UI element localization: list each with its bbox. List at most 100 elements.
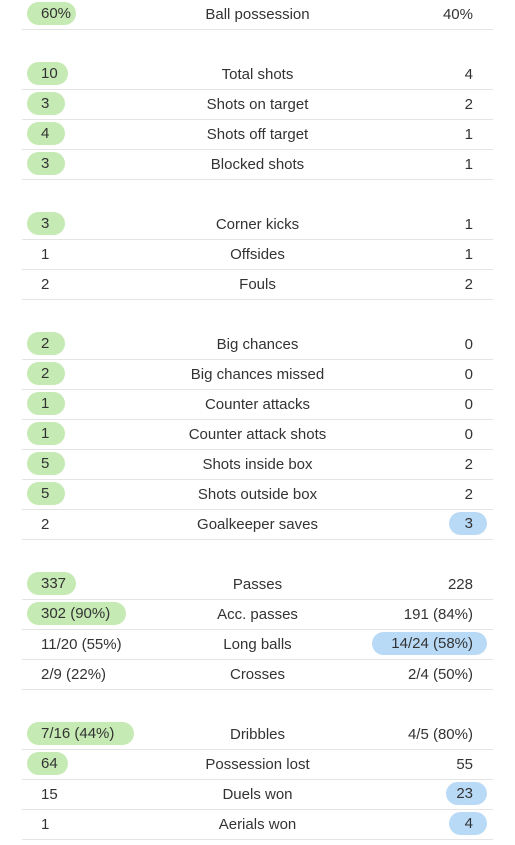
stat-row: Aerials won 1 4 (22, 810, 493, 840)
home-value: 1 (41, 240, 49, 269)
stat-group: Passes 337 228 Acc. passes 302 (90%) 191 (84%… (0, 570, 515, 690)
away-value-text: 23 (456, 785, 473, 802)
group-spacer (0, 690, 515, 720)
stat-row: Blocked shots 3 1 (22, 150, 493, 180)
home-value: 11/20 (55%) (41, 630, 122, 659)
away-value-text: 55 (456, 756, 473, 773)
away-value-text: 2 (464, 456, 473, 473)
home-highlight-pill (27, 722, 134, 745)
away-value: 1 (465, 210, 473, 239)
away-value: 14/24 (58%) (372, 630, 487, 659)
away-value-text: 1 (464, 216, 473, 233)
away-highlight-pill (446, 782, 487, 805)
away-value-text: 1 (464, 246, 473, 263)
home-value-text: 5 (41, 455, 50, 472)
stat-label: Counter attacks (204, 396, 311, 413)
home-value-text: 2 (41, 516, 50, 533)
home-value-text: 2 (41, 276, 50, 293)
stat-label: Crosses (229, 666, 285, 683)
home-value-text: 337 (41, 575, 67, 592)
stat-row: Shots on target 3 2 (22, 90, 493, 120)
home-value-text: 2/9 (22%) (41, 666, 107, 683)
stat-row: Duels won 15 23 (22, 780, 493, 810)
home-highlight-pill (27, 122, 65, 145)
home-value-text: 3 (41, 155, 50, 172)
stat-group: Dribbles 7/16 (44%) 4/5 (80%) Possession lo… (0, 720, 515, 840)
home-highlight-pill (27, 572, 76, 595)
home-value-text: 5 (41, 485, 50, 502)
stat-row: Shots outside box 5 2 (22, 480, 493, 510)
home-value-text: 60% (41, 5, 72, 22)
away-value-text: 2 (464, 276, 473, 293)
home-value: 1 (41, 810, 49, 839)
stat-label: Blocked shots (210, 156, 305, 173)
away-value: 2/4 (50%) (408, 660, 473, 689)
stat-group: Ball possession 60% 40% (0, 0, 515, 30)
stat-row: Counter attack shots 1 0 (22, 420, 493, 450)
home-value-text: 15 (41, 786, 58, 803)
stat-label: Ball possession (205, 6, 310, 23)
stat-row: Long balls 11/20 (55%) 14/24 (58%) (22, 630, 493, 660)
stat-row: Shots off target 4 1 (22, 120, 493, 150)
stat-row: Passes 337 228 (22, 570, 493, 600)
away-value-text: 0 (464, 336, 473, 353)
away-highlight-pill (449, 512, 487, 535)
stat-label: Goalkeeper saves (197, 516, 318, 533)
group-spacer (0, 180, 515, 210)
away-value-text: 228 (447, 576, 473, 593)
stat-row: Fouls 2 2 (22, 270, 493, 300)
home-value-text: 2 (41, 335, 50, 352)
away-value-text: 40% (442, 6, 473, 23)
stat-row: Goalkeeper saves 2 3 (22, 510, 493, 540)
stat-label: Shots on target (206, 96, 309, 113)
away-value: 4/5 (80%) (408, 720, 473, 749)
stat-label: Dribbles (229, 726, 286, 743)
stat-label: Long balls (223, 636, 292, 653)
away-value-text: 2/4 (50%) (407, 666, 473, 683)
home-value-text: 3 (41, 95, 50, 112)
away-value: 4 (465, 60, 473, 89)
home-value-text: 64 (41, 755, 58, 772)
stat-row: Big chances missed 2 0 (22, 360, 493, 390)
away-value-text: 14/24 (58%) (391, 635, 473, 652)
home-value: 2/9 (22%) (41, 660, 106, 689)
stat-label: Shots outside box (197, 486, 318, 503)
away-value: 191 (84%) (404, 600, 473, 629)
away-value: 228 (448, 570, 473, 599)
stat-row: Possession lost 64 55 (22, 750, 493, 780)
stat-row: Offsides 1 1 (22, 240, 493, 270)
group-spacer (0, 300, 515, 330)
home-highlight-pill (27, 362, 65, 385)
stat-row: Total shots 10 4 (22, 60, 493, 90)
away-value-text: 4/5 (80%) (407, 726, 473, 743)
away-value: 2 (465, 480, 473, 509)
stat-label: Offsides (230, 246, 285, 263)
home-highlight-pill (27, 452, 65, 475)
home-highlight-pill (27, 152, 65, 175)
stat-label: Big chances (216, 336, 299, 353)
away-value: 4 (449, 810, 487, 839)
away-value-text: 3 (464, 515, 473, 532)
away-value-text: 0 (464, 426, 473, 443)
away-value: 55 (456, 750, 473, 779)
stat-row: Acc. passes 302 (90%) 191 (84%) (22, 600, 493, 630)
away-value: 23 (446, 780, 487, 809)
stat-label: Total shots (221, 66, 294, 83)
home-value: 2 (41, 510, 49, 539)
away-value: 2 (465, 90, 473, 119)
stat-label: Shots inside box (202, 456, 313, 473)
home-value: 2 (41, 270, 49, 299)
home-highlight-pill (27, 62, 68, 85)
stat-label: Passes (232, 576, 283, 593)
home-value-text: 10 (41, 65, 58, 82)
away-highlight-pill (449, 812, 487, 835)
away-value-text: 0 (464, 396, 473, 413)
away-value: 2 (465, 450, 473, 479)
away-value: 1 (465, 150, 473, 179)
stat-row: Big chances 2 0 (22, 330, 493, 360)
away-value: 3 (449, 510, 487, 539)
home-value-text: 11/20 (55%) (41, 636, 122, 653)
home-value: 15 (41, 780, 58, 809)
away-value-text: 1 (464, 156, 473, 173)
home-highlight-pill (27, 422, 65, 445)
